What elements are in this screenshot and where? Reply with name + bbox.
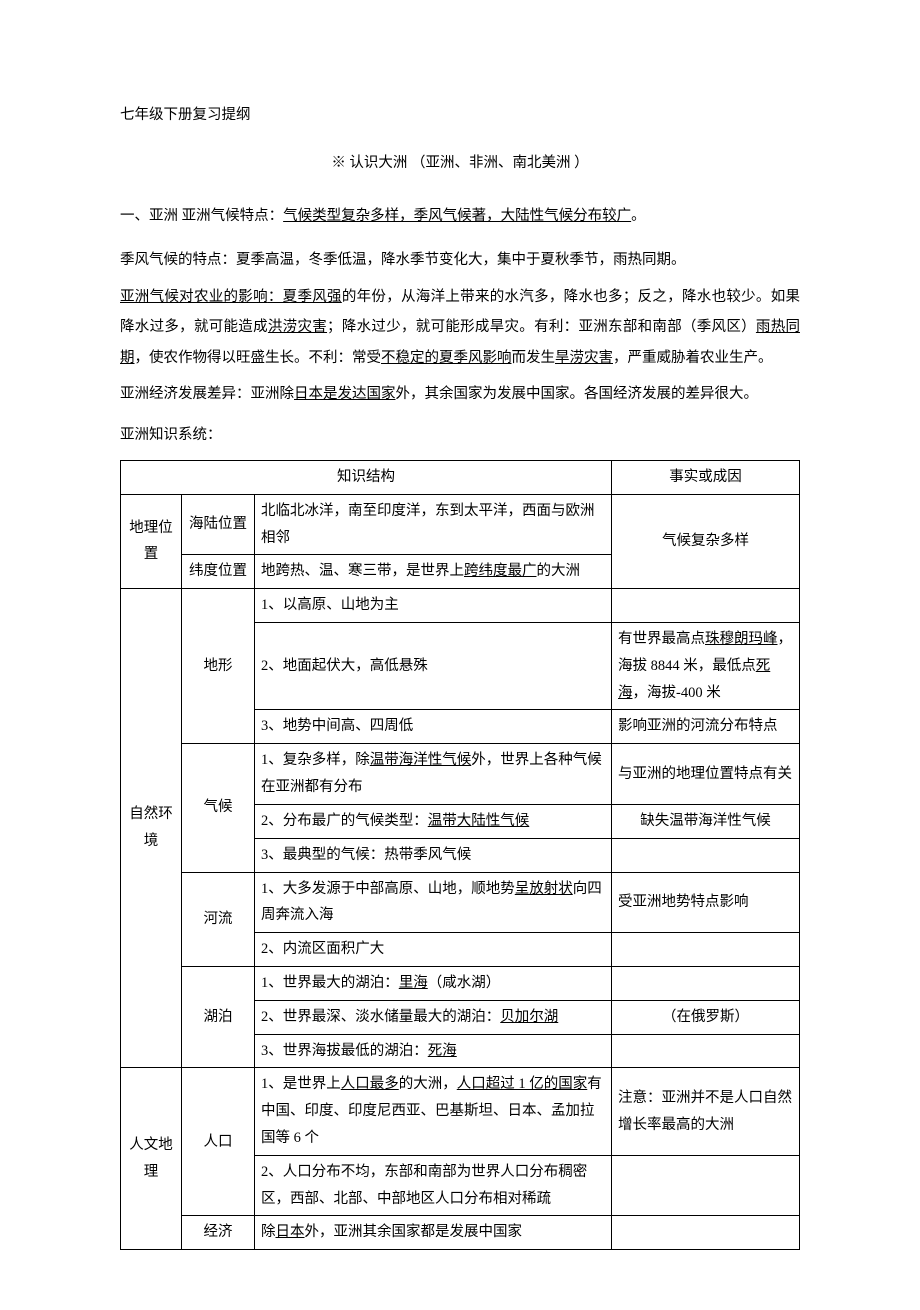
cell-econ: 经济 [182, 1216, 255, 1250]
p3-a: 亚洲经济发展差异：亚洲除 [120, 386, 294, 402]
cell-empty [612, 933, 800, 967]
table-row: 人文地理 人口 1、是世界上人口最多的大洲，人口超过 1 亿的国家有中国、印度、… [121, 1068, 800, 1155]
p2-h: 不稳定的夏季风影响 [381, 350, 512, 366]
cell-river: 河流 [182, 872, 255, 966]
table-header-row: 知识结构 事实或成因 [121, 460, 800, 494]
cell-empty [612, 966, 800, 1000]
cell-river-1-fact: 受亚洲地势特点影响 [612, 872, 800, 933]
sec1-suffix: 。 [631, 208, 646, 224]
th-structure: 知识结构 [121, 460, 612, 494]
doc-title: 七年级下册复习提纲 [120, 100, 800, 130]
table-row: 自然环境 地形 1、以高原、山地为主 [121, 589, 800, 623]
paragraph-4: 亚洲知识系统： [120, 420, 800, 450]
cell-climate-2-fact: 缺失温带海洋性气候 [612, 804, 800, 838]
cell-lake-2-fact: （在俄罗斯） [612, 1000, 800, 1034]
sec1-prefix: 一、亚洲 亚洲气候特点： [120, 208, 283, 224]
cell-lake-2: 2、世界最深、淡水储量最大的湖泊：贝加尔湖 [255, 1000, 612, 1034]
cell-empty [612, 1034, 800, 1068]
cell-river-2: 2、内流区面积广大 [255, 933, 612, 967]
cell-empty [612, 1155, 800, 1216]
cell-climate-1-fact: 与亚洲的地理位置特点有关 [612, 744, 800, 805]
doc-subtitle: ※ 认识大洲 （亚洲、非洲、南北美洲 ） [120, 148, 800, 178]
cell-lake: 湖泊 [182, 966, 255, 1067]
cell-sealand-content: 北临北冰洋，南至印度洋，东到太平洋，西面与欧洲相邻 [255, 494, 612, 555]
p2-a: 亚洲气候对农业的影响 [120, 289, 268, 305]
paragraph-2: 亚洲气候对农业的影响：夏季风强的年份，从海洋上带来的水汽多，降水也多；反之，降水… [120, 282, 800, 373]
cell-geo-fact: 气候复杂多样 [612, 494, 800, 588]
cell-lake-1: 1、世界最大的湖泊：里海（咸水湖） [255, 966, 612, 1000]
sec1-underline: 气候类型复杂多样，季风气候著，大陆性气候分布较广 [283, 208, 631, 224]
section-1: 一、亚洲 亚洲气候特点：气候类型复杂多样，季风气候著，大陆性气候分布较广。 [120, 201, 800, 231]
p2-d: 洪涝灾害 [268, 319, 327, 335]
cell-terrain-3: 3、地势中间高、四周低 [255, 710, 612, 744]
cell-pop-2: 2、人口分布不均，东部和南部为世界人口分布稠密区，西部、北部、中部地区人口分布相… [255, 1155, 612, 1216]
cell-climate: 气候 [182, 744, 255, 872]
cell-climate-1: 1、复杂多样，除温带海洋性气候外，世界上各种气候在亚洲都有分布 [255, 744, 612, 805]
table-row: 气候 1、复杂多样，除温带海洋性气候外，世界上各种气候在亚洲都有分布 与亚洲的地… [121, 744, 800, 805]
table-row: 河流 1、大多发源于中部高原、山地，顺地势呈放射状向四周奔流入海 受亚洲地势特点… [121, 872, 800, 933]
p3-c: 外，其余国家为发展中国家。各国经济发展的差异很大。 [396, 386, 759, 402]
p2-e: ；降水过少，就可能形成旱灾。有利：亚洲东部和南部（季风区） [327, 319, 756, 335]
cell-river-1: 1、大多发源于中部高原、山地，顺地势呈放射状向四周奔流入海 [255, 872, 612, 933]
cell-empty [612, 1216, 800, 1250]
p2-k: ，严重威胁着农业生产。 [613, 350, 773, 366]
cell-climate-2: 2、分布最广的气候类型：温带大陆性气候 [255, 804, 612, 838]
cell-terrain-2: 2、地面起伏大，高低悬殊 [255, 623, 612, 710]
p2-g: ，使农作物得以旺盛生长。不利：常受 [135, 350, 382, 366]
cell-nature: 自然环境 [121, 589, 182, 1068]
th-fact: 事实或成因 [612, 460, 800, 494]
cell-empty [612, 838, 800, 872]
table-row: 湖泊 1、世界最大的湖泊：里海（咸水湖） [121, 966, 800, 1000]
cell-pop: 人口 [182, 1068, 255, 1216]
cell-climate-3: 3、最典型的气候：热带季风气候 [255, 838, 612, 872]
paragraph-1: 季风气候的特点：夏季高温，冬季低温，降水季节变化大，集中于夏秋季节，雨热同期。 [120, 245, 800, 275]
document-page: 七年级下册复习提纲 ※ 认识大洲 （亚洲、非洲、南北美洲 ） 一、亚洲 亚洲气候… [0, 0, 920, 1310]
paragraph-3: 亚洲经济发展差异：亚洲除日本是发达国家外，其余国家为发展中国家。各国经济发展的差… [120, 379, 800, 409]
table-row: 地理位置 海陆位置 北临北冰洋，南至印度洋，东到太平洋，西面与欧洲相邻 气候复杂… [121, 494, 800, 555]
cell-terrain: 地形 [182, 589, 255, 744]
cell-terrain-2-fact: 有世界最高点珠穆朗玛峰，海拔 8844 米，最低点死海，海拔-400 米 [612, 623, 800, 710]
p2-j: 旱涝灾害 [555, 350, 613, 366]
cell-terrain-1: 1、以高原、山地为主 [255, 589, 612, 623]
cell-lat-content: 地跨热、温、寒三带，是世界上跨纬度最广的大洲 [255, 555, 612, 589]
cell-lake-3: 3、世界海拔最低的湖泊：死海 [255, 1034, 612, 1068]
table-row: 经济 除日本外，亚洲其余国家都是发展中国家 [121, 1216, 800, 1250]
cell-empty [612, 589, 800, 623]
p2-i: 而发生 [512, 350, 556, 366]
p3-b: 日本是发达国家 [294, 386, 396, 402]
cell-pop-1: 1、是世界上人口最多的大洲，人口超过 1 亿的国家有中国、印度、印度尼西亚、巴基… [255, 1068, 612, 1155]
cell-sealand: 海陆位置 [182, 494, 255, 555]
cell-econ-content: 除日本外，亚洲其余国家都是发展中国家 [255, 1216, 612, 1250]
knowledge-table: 知识结构 事实或成因 地理位置 海陆位置 北临北冰洋，南至印度洋，东到太平洋，西… [120, 460, 800, 1250]
cell-terrain-3-fact: 影响亚洲的河流分布特点 [612, 710, 800, 744]
cell-geo: 地理位置 [121, 494, 182, 588]
p2-b: ：夏季风强 [268, 289, 342, 305]
cell-pop-1-fact: 注意：亚洲并不是人口自然增长率最高的大洲 [612, 1068, 800, 1155]
cell-human: 人文地理 [121, 1068, 182, 1250]
cell-lat: 纬度位置 [182, 555, 255, 589]
